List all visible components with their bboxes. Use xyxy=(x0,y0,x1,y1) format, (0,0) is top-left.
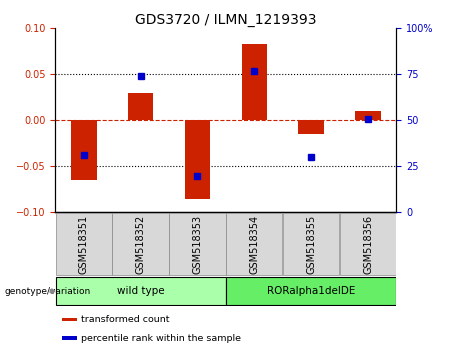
Bar xyxy=(185,120,210,199)
FancyBboxPatch shape xyxy=(56,277,225,305)
Bar xyxy=(128,93,154,120)
Bar xyxy=(62,318,77,321)
FancyBboxPatch shape xyxy=(226,277,396,305)
Bar xyxy=(62,336,77,340)
Bar xyxy=(71,120,96,180)
Text: GSM518354: GSM518354 xyxy=(249,215,260,274)
Text: percentile rank within the sample: percentile rank within the sample xyxy=(81,333,241,343)
FancyBboxPatch shape xyxy=(169,213,225,275)
FancyBboxPatch shape xyxy=(340,213,396,275)
FancyBboxPatch shape xyxy=(112,213,169,275)
FancyBboxPatch shape xyxy=(226,213,283,275)
Text: GSM518355: GSM518355 xyxy=(306,215,316,274)
FancyBboxPatch shape xyxy=(283,213,339,275)
Bar xyxy=(242,44,267,120)
Text: transformed count: transformed count xyxy=(81,315,169,324)
Text: genotype/variation: genotype/variation xyxy=(5,287,91,296)
Bar xyxy=(355,111,381,120)
Text: wild type: wild type xyxy=(117,286,165,296)
Text: GSM518352: GSM518352 xyxy=(136,215,146,274)
Title: GDS3720 / ILMN_1219393: GDS3720 / ILMN_1219393 xyxy=(135,13,317,27)
Text: GSM518351: GSM518351 xyxy=(79,215,89,274)
Text: GSM518353: GSM518353 xyxy=(192,215,202,274)
FancyBboxPatch shape xyxy=(56,213,112,275)
Text: GSM518356: GSM518356 xyxy=(363,215,373,274)
Bar xyxy=(298,120,324,134)
Text: RORalpha1delDE: RORalpha1delDE xyxy=(267,286,355,296)
